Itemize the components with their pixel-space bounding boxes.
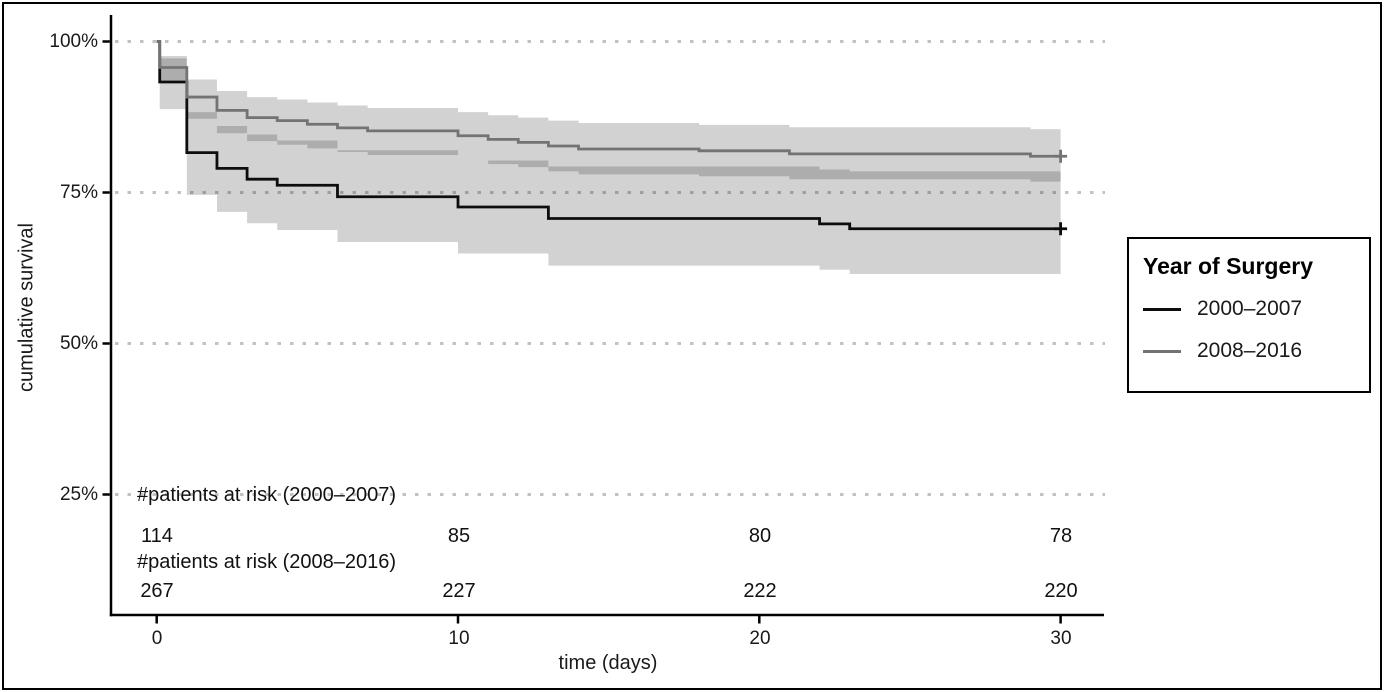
risk-table-header-2000-2007: #patients at risk (2000–2007) <box>137 484 397 506</box>
legend-line-swatch-2008-2016 <box>1143 349 1181 353</box>
ci-band-2008–2016 <box>159 55 1061 182</box>
risk-table-header-2008-2016: #patients at risk (2008–2016) <box>137 551 397 573</box>
legend-label-2008-2016: 2008–2016 <box>1197 339 1303 362</box>
legend-box: Year of Surgery 2000–2007 2008–2016 <box>1127 237 1371 393</box>
censor-mark-2000–2007 <box>1054 222 1068 236</box>
y-tick-label-100: 100% <box>49 31 98 52</box>
risk-count: 227 <box>442 580 476 602</box>
censor-mark-2008–2016 <box>1054 149 1068 163</box>
x-tick-label-10: 10 <box>448 628 470 649</box>
risk-count: 114 <box>141 525 173 547</box>
survival-curve-2000–2007 <box>156 40 1061 231</box>
risk-count: 80 <box>748 525 772 547</box>
risk-count: 85 <box>447 525 471 547</box>
ci-band-2000–2007 <box>159 58 1061 275</box>
y-tick-label-75: 75% <box>59 182 98 203</box>
y-tick-label-25: 25% <box>59 484 98 505</box>
y-tick-label-50: 50% <box>59 333 98 354</box>
x-tick-label-0: 0 <box>151 628 163 649</box>
legend-item-2000-2007: 2000–2007 <box>1143 296 1369 322</box>
x-tick-label-30: 30 <box>1050 628 1072 649</box>
risk-count: 220 <box>1044 580 1078 602</box>
risk-count: 267 <box>140 580 174 602</box>
risk-count: 78 <box>1049 525 1073 547</box>
x-axis-title: time (days) <box>558 652 658 674</box>
legend-line-swatch-2000-2007 <box>1143 307 1181 311</box>
survival-curve-2008–2016 <box>156 40 1061 158</box>
x-tick-label-20: 20 <box>749 628 771 649</box>
legend-item-2008-2016: 2008–2016 <box>1143 338 1369 364</box>
risk-count: 222 <box>743 580 777 602</box>
legend-label-2000-2007: 2000–2007 <box>1197 297 1303 320</box>
legend-title: Year of Surgery <box>1143 253 1314 279</box>
y-axis-title: cumulative survival <box>15 223 38 392</box>
